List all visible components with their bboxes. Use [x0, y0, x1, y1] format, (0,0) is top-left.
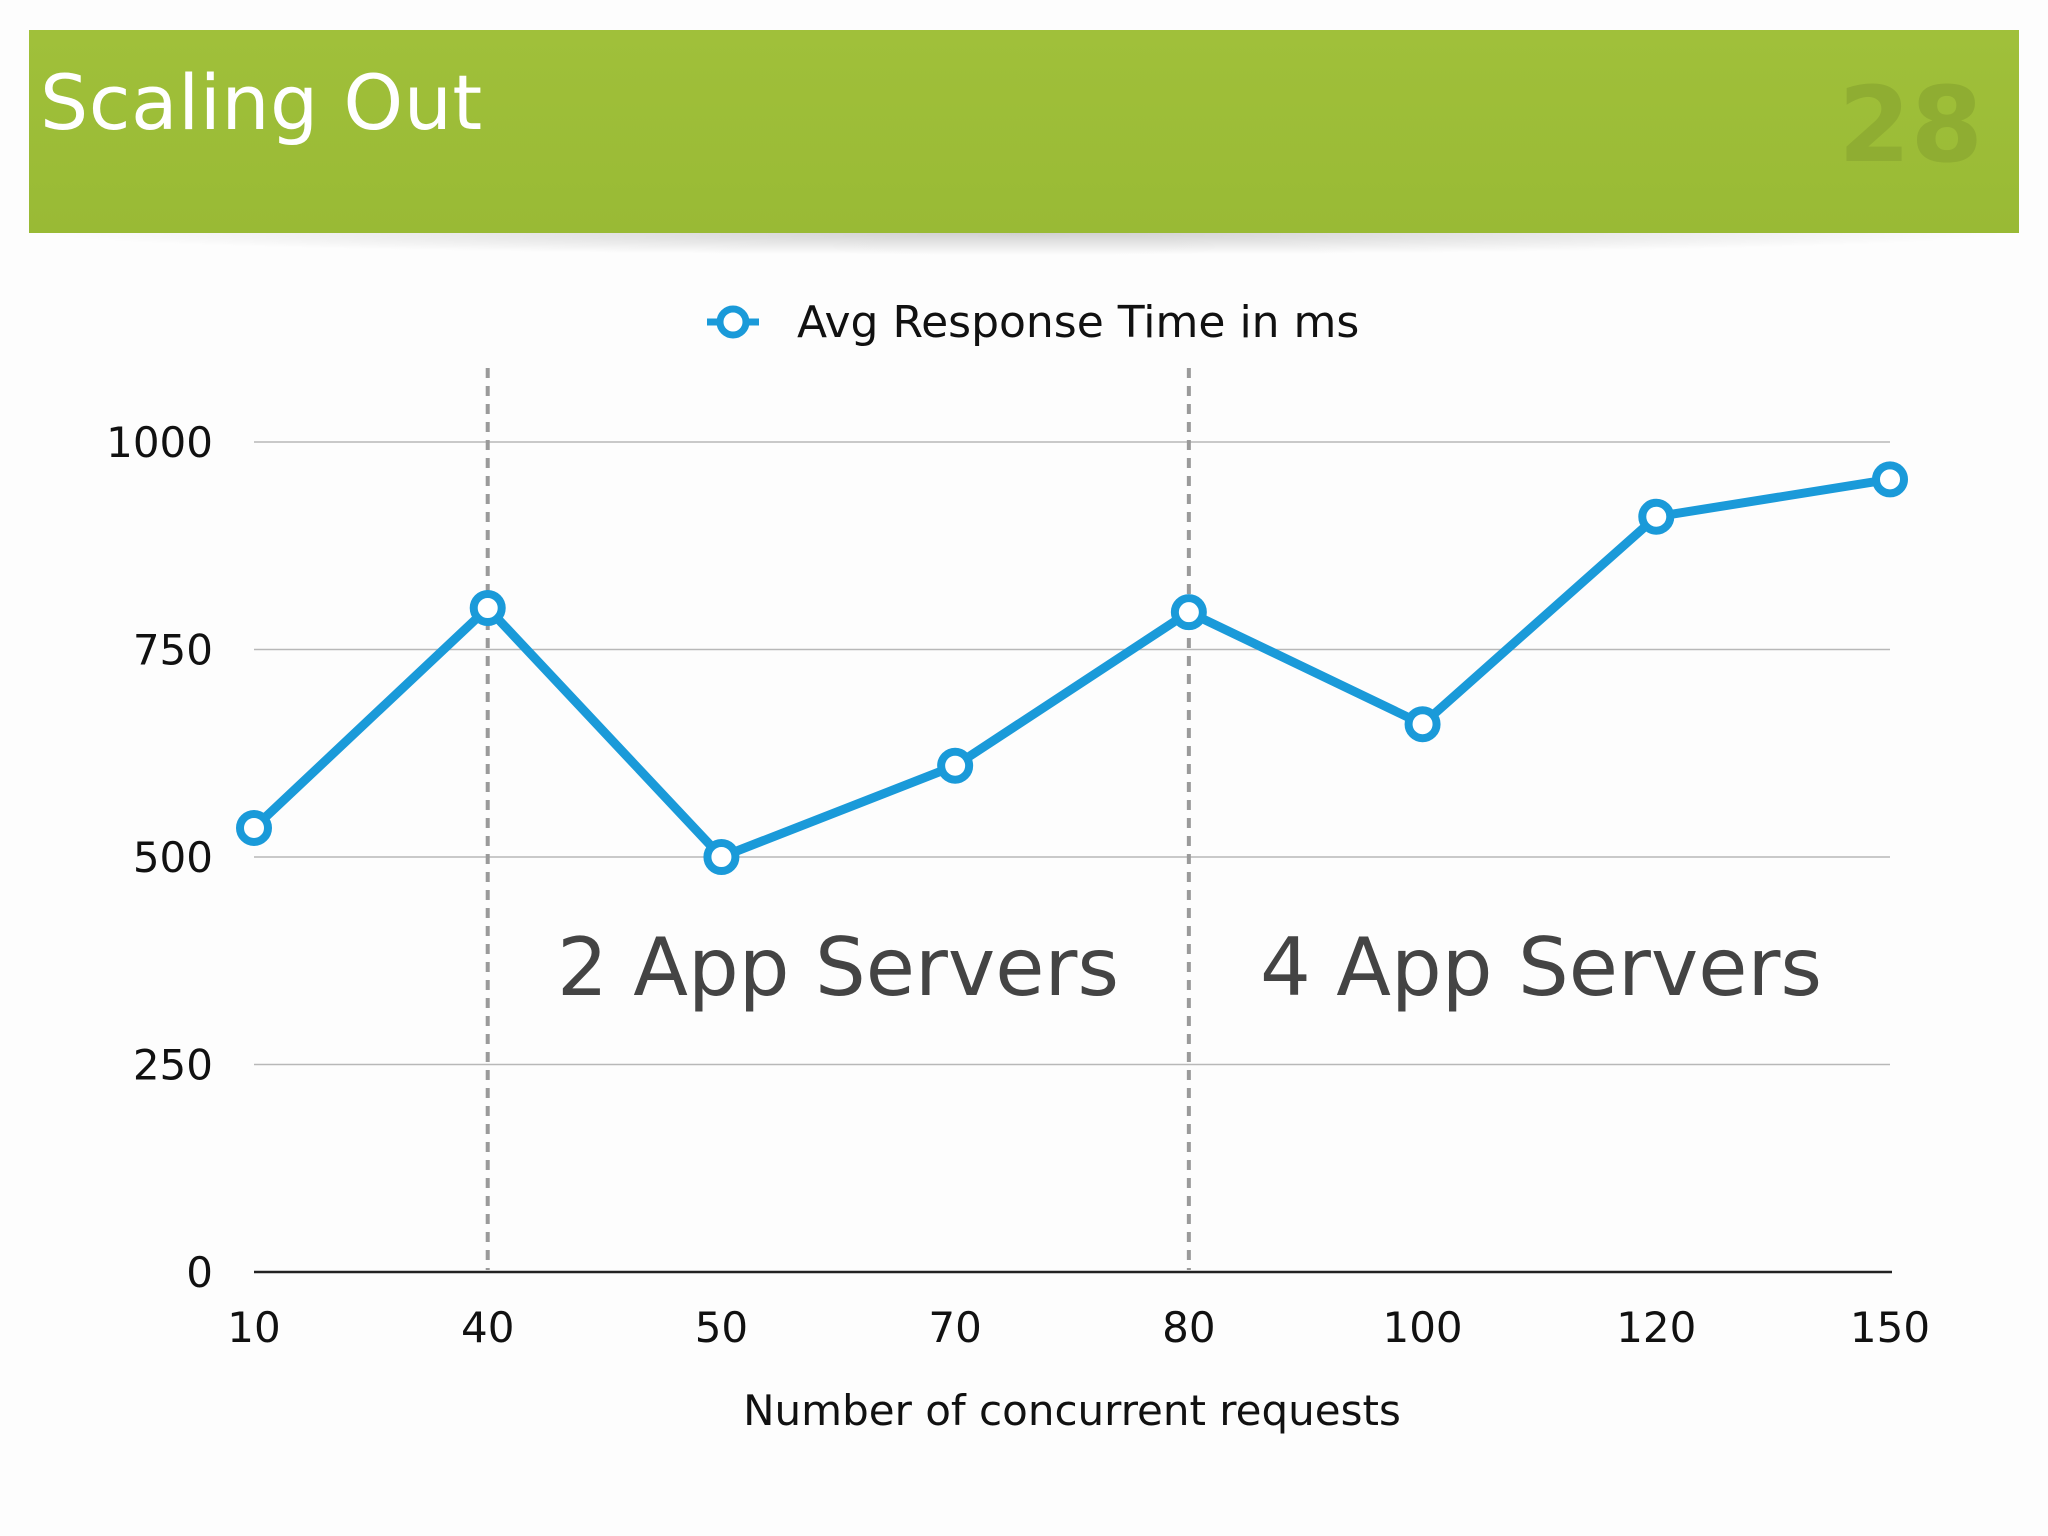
x-tick-label: 80 — [1162, 1303, 1215, 1352]
axes: 0 250 500 750 1000 10 40 50 70 80 100 120 150 Number … — [106, 418, 1930, 1435]
x-tick-label: 150 — [1850, 1303, 1930, 1352]
legend-marker-icon — [716, 305, 750, 339]
data-point — [1170, 594, 1207, 631]
x-tick-label: 120 — [1616, 1303, 1696, 1352]
y-tick-label: 1000 — [106, 418, 213, 467]
data-point — [1872, 461, 1908, 498]
title-bar-shadow — [29, 233, 2019, 255]
region-label: 4 App Servers — [1260, 921, 1822, 1014]
region-dividers — [485, 368, 1191, 1270]
series-line — [249, 474, 1895, 862]
data-point — [937, 747, 974, 784]
data-point — [1638, 498, 1675, 535]
region-label: 2 App Servers — [557, 921, 1119, 1014]
x-tick-label: 70 — [928, 1303, 981, 1352]
y-tick-label: 250 — [133, 1041, 213, 1090]
y-tick-label: 750 — [133, 626, 213, 675]
x-tick-label: 50 — [695, 1303, 748, 1352]
data-point — [1404, 706, 1441, 743]
data-point — [703, 839, 740, 875]
legend-label: Avg Response Time in ms — [797, 297, 1359, 348]
annotations: 2 App Servers 4 App Servers — [557, 921, 1822, 1014]
slide-number: 28 — [1838, 64, 1983, 186]
y-tick-label: 0 — [186, 1248, 213, 1297]
data-point — [236, 809, 272, 846]
data-point — [469, 590, 506, 626]
legend: Avg Response Time in ms — [707, 297, 1359, 348]
y-tick-label: 500 — [133, 833, 213, 882]
title-bar — [29, 30, 2019, 233]
series-avg-response-time — [236, 461, 1908, 875]
slide-title: Scaling Out — [40, 58, 483, 147]
x-tick-label: 100 — [1382, 1303, 1462, 1352]
x-tick-label: 40 — [461, 1303, 514, 1352]
x-tick-label: 10 — [227, 1303, 280, 1352]
x-axis-title: Number of concurrent requests — [743, 1386, 1401, 1435]
